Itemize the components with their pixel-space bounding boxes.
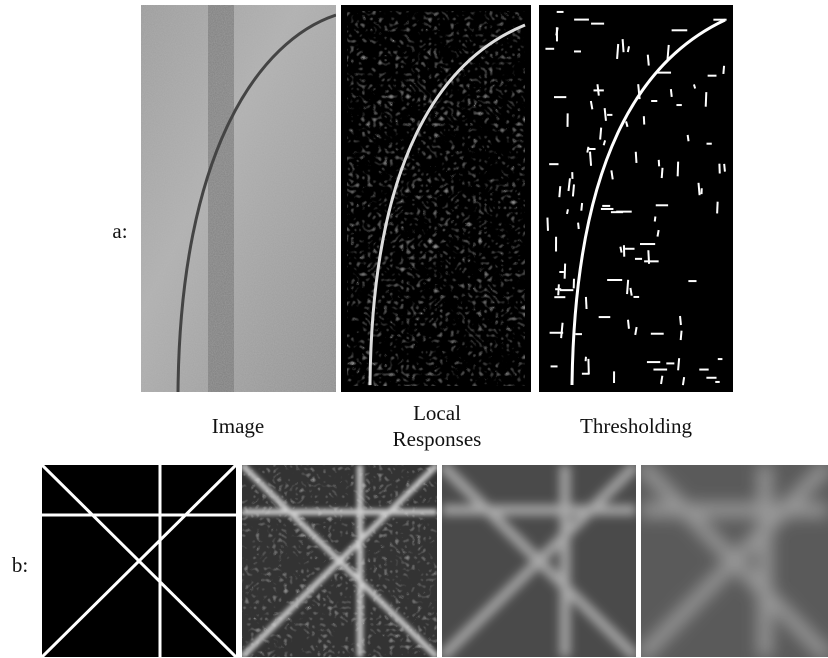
figure: a: Image Local Responses Thresholding b: xyxy=(0,0,828,658)
noisy-response-3 xyxy=(641,465,828,657)
noisy-response-1 xyxy=(242,465,437,657)
speckle xyxy=(628,46,629,52)
speckle xyxy=(681,331,682,340)
speckle xyxy=(636,152,637,163)
speckle xyxy=(662,168,663,178)
speckle xyxy=(559,186,560,197)
speckle xyxy=(587,147,588,153)
speckle xyxy=(590,152,591,166)
noisy-response-2 xyxy=(442,465,636,657)
speckle xyxy=(680,316,681,325)
speckle xyxy=(556,27,557,35)
local-responses-image xyxy=(341,5,531,392)
speckle xyxy=(597,84,598,95)
speckle xyxy=(581,203,582,211)
speckle xyxy=(635,327,636,335)
speckle xyxy=(724,164,725,172)
speckle xyxy=(604,140,605,145)
speckle xyxy=(620,247,621,253)
speckle xyxy=(623,39,624,52)
speckle xyxy=(573,184,574,196)
caption: Local Responses xyxy=(385,400,489,452)
speckle xyxy=(628,320,629,329)
thresholding-image xyxy=(539,5,733,392)
speckle xyxy=(671,89,672,97)
speckle xyxy=(657,230,658,237)
speckle xyxy=(688,135,689,141)
speckle xyxy=(547,218,548,231)
caption: Image xyxy=(168,413,308,439)
speckle xyxy=(617,44,618,59)
raw-image xyxy=(141,5,336,392)
speckle xyxy=(605,108,606,121)
speckle xyxy=(627,280,628,294)
speckle xyxy=(611,170,612,179)
speckle xyxy=(626,121,627,126)
speckle xyxy=(723,66,724,74)
speckle xyxy=(694,84,695,88)
figure-images xyxy=(0,0,828,658)
speckle xyxy=(655,216,656,221)
speckle xyxy=(586,297,587,309)
speckle xyxy=(678,358,679,370)
speckle xyxy=(648,55,649,66)
speckle xyxy=(630,288,631,296)
speckle xyxy=(578,223,579,229)
synthetic-image xyxy=(42,465,236,657)
speckle xyxy=(600,128,601,140)
speckle xyxy=(567,209,568,214)
caption: Thresholding xyxy=(556,413,716,439)
speckle xyxy=(565,264,566,279)
speckle xyxy=(699,183,700,195)
panel-label: a: xyxy=(100,218,140,244)
speckle xyxy=(717,202,718,214)
speckle xyxy=(683,377,684,385)
panel-label: b: xyxy=(0,552,40,578)
speckle xyxy=(661,376,662,384)
speckle xyxy=(668,45,669,60)
speckle xyxy=(706,92,707,107)
